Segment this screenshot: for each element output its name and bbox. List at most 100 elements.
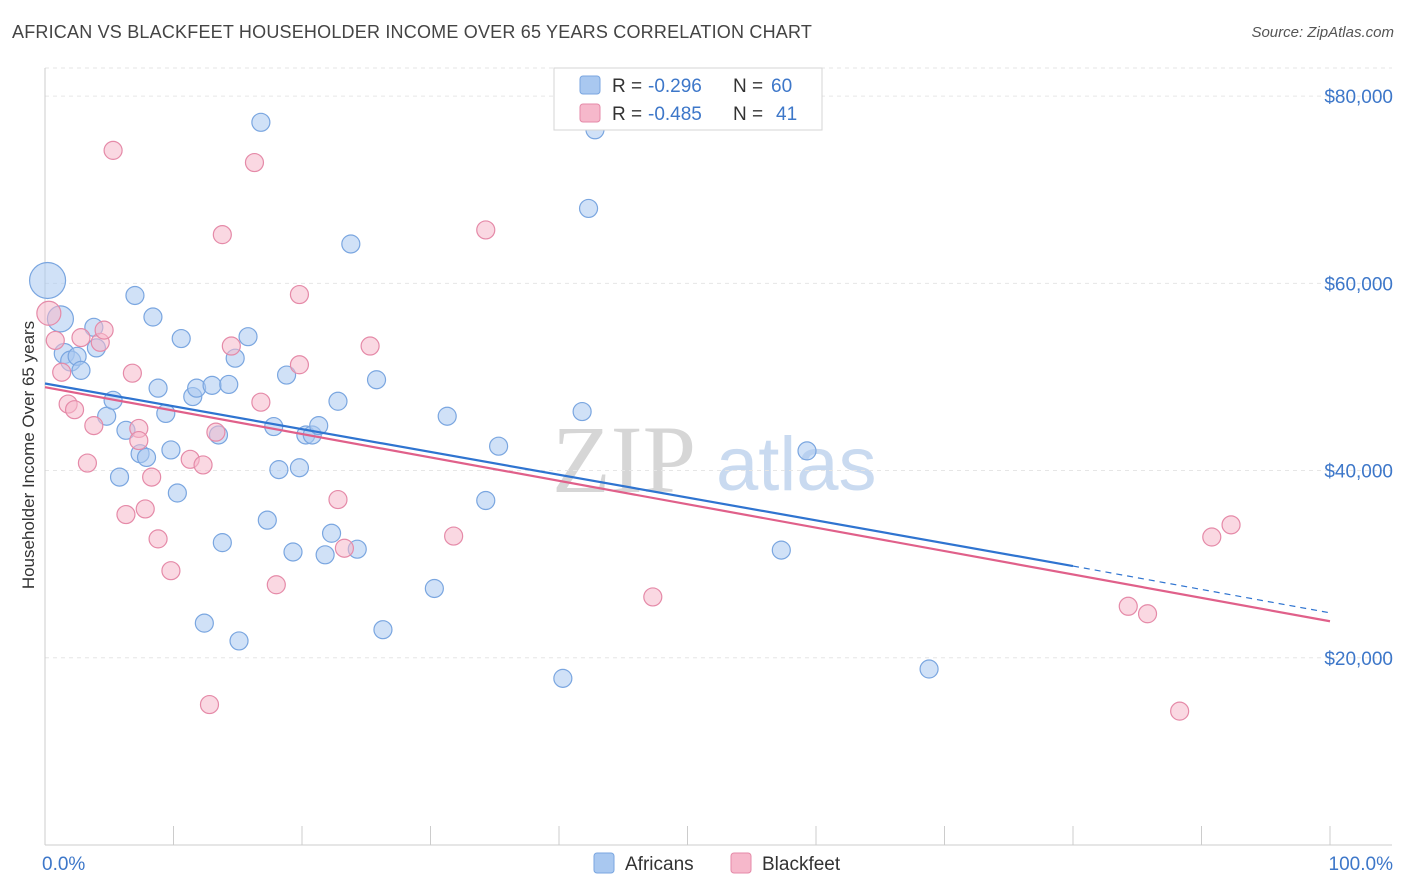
data-point	[194, 613, 214, 633]
legend-r-value: -0.296	[648, 76, 702, 97]
data-point	[476, 490, 496, 511]
series-legend: Africans Blackfeet	[593, 852, 841, 875]
axes	[44, 68, 1392, 846]
data-point	[797, 441, 817, 461]
legend-swatch-africans	[593, 852, 615, 874]
data-point	[266, 575, 286, 595]
series-africans-points	[28, 112, 939, 688]
data-point	[148, 529, 168, 549]
data-point	[143, 307, 163, 327]
data-point	[1137, 604, 1158, 624]
data-point	[366, 370, 387, 390]
data-point	[125, 285, 145, 306]
data-point	[161, 440, 181, 460]
data-point	[202, 375, 222, 395]
data-point	[122, 363, 142, 383]
data-point	[572, 401, 592, 422]
data-point	[193, 455, 213, 475]
x-tick-label: 0.0%	[42, 854, 85, 875]
data-point	[444, 526, 464, 546]
watermark-zip: ZIP	[552, 406, 696, 513]
x-tick-label: 100.0%	[1329, 854, 1394, 875]
data-point	[142, 467, 162, 487]
data-point	[553, 668, 573, 688]
legend-r-label: R =	[612, 76, 642, 97]
series-blackfeet-points	[36, 140, 1241, 721]
data-point	[167, 483, 187, 503]
legend-n-label: N =	[733, 76, 763, 97]
data-point	[199, 694, 220, 715]
data-point	[289, 284, 310, 305]
data-point	[321, 523, 342, 543]
data-point	[71, 328, 91, 348]
data-point	[206, 422, 226, 442]
data-point	[28, 261, 67, 300]
data-point	[1202, 527, 1222, 547]
data-point	[148, 378, 168, 398]
data-point	[212, 225, 232, 245]
data-point	[212, 533, 232, 553]
data-point	[129, 430, 149, 451]
data-point	[136, 447, 157, 468]
data-point	[116, 504, 136, 525]
data-point	[221, 336, 241, 356]
data-point	[578, 198, 599, 219]
data-point	[919, 659, 939, 679]
legend-n-value: 41	[776, 104, 797, 125]
data-point	[244, 152, 265, 173]
trend-lines	[44, 382, 1331, 623]
data-point	[437, 406, 457, 426]
data-point	[36, 300, 62, 326]
y-tick-label: $80,000	[1324, 87, 1393, 108]
data-point	[103, 140, 123, 160]
data-point	[229, 631, 249, 651]
data-point	[289, 355, 310, 375]
legend-n-value: 60	[771, 76, 792, 97]
data-point	[269, 460, 289, 480]
data-point	[328, 489, 348, 510]
data-point	[315, 545, 335, 565]
source-credit: Source: ZipAtlas.com	[1251, 24, 1394, 41]
legend-label-africans: Africans	[625, 854, 694, 875]
data-point	[84, 416, 104, 436]
y-tick-label: $40,000	[1324, 462, 1393, 483]
tick-labels: $20,000 $40,000 $60,000 $80,000 0.0% 100.0%	[42, 87, 1393, 875]
legend-row-africans: R = -0.296 N = 60	[579, 75, 792, 97]
data-point	[171, 328, 191, 349]
y-axis-title: Householder Income Over 65 years	[19, 321, 38, 589]
data-point	[276, 365, 297, 385]
data-point	[341, 234, 361, 254]
data-point	[360, 336, 380, 356]
trend-line	[44, 382, 1074, 568]
data-point	[476, 220, 496, 240]
trend-line-extension	[1072, 565, 1331, 614]
y-tick-label: $60,000	[1324, 274, 1393, 295]
legend-label-blackfeet: Blackfeet	[762, 854, 841, 875]
correlation-legend: R = -0.296 N = 60 R = -0.485 N = 41	[553, 67, 823, 131]
data-point	[77, 453, 98, 473]
trend-line	[44, 386, 1331, 623]
watermark-atlas: atlas	[716, 422, 877, 507]
data-point	[257, 510, 277, 530]
data-point	[309, 416, 329, 436]
data-point	[1221, 515, 1241, 535]
chart-title: AFRICAN VS BLACKFEET HOUSEHOLDER INCOME …	[12, 22, 813, 42]
data-point	[289, 458, 310, 478]
data-point	[643, 587, 663, 607]
data-point	[264, 416, 284, 437]
data-point	[71, 360, 91, 380]
data-point	[1170, 701, 1190, 721]
data-point	[771, 540, 791, 560]
data-point	[45, 330, 65, 351]
data-point	[251, 392, 271, 412]
data-point	[334, 538, 355, 558]
data-point	[238, 327, 258, 347]
data-point	[424, 578, 444, 599]
legend-row-blackfeet: R = -0.485 N = 41	[579, 103, 797, 125]
legend-r-value: -0.485	[648, 104, 702, 125]
data-point	[489, 436, 509, 456]
data-point	[64, 400, 85, 420]
legend-swatch-africans	[579, 75, 601, 95]
data-point	[94, 320, 114, 340]
